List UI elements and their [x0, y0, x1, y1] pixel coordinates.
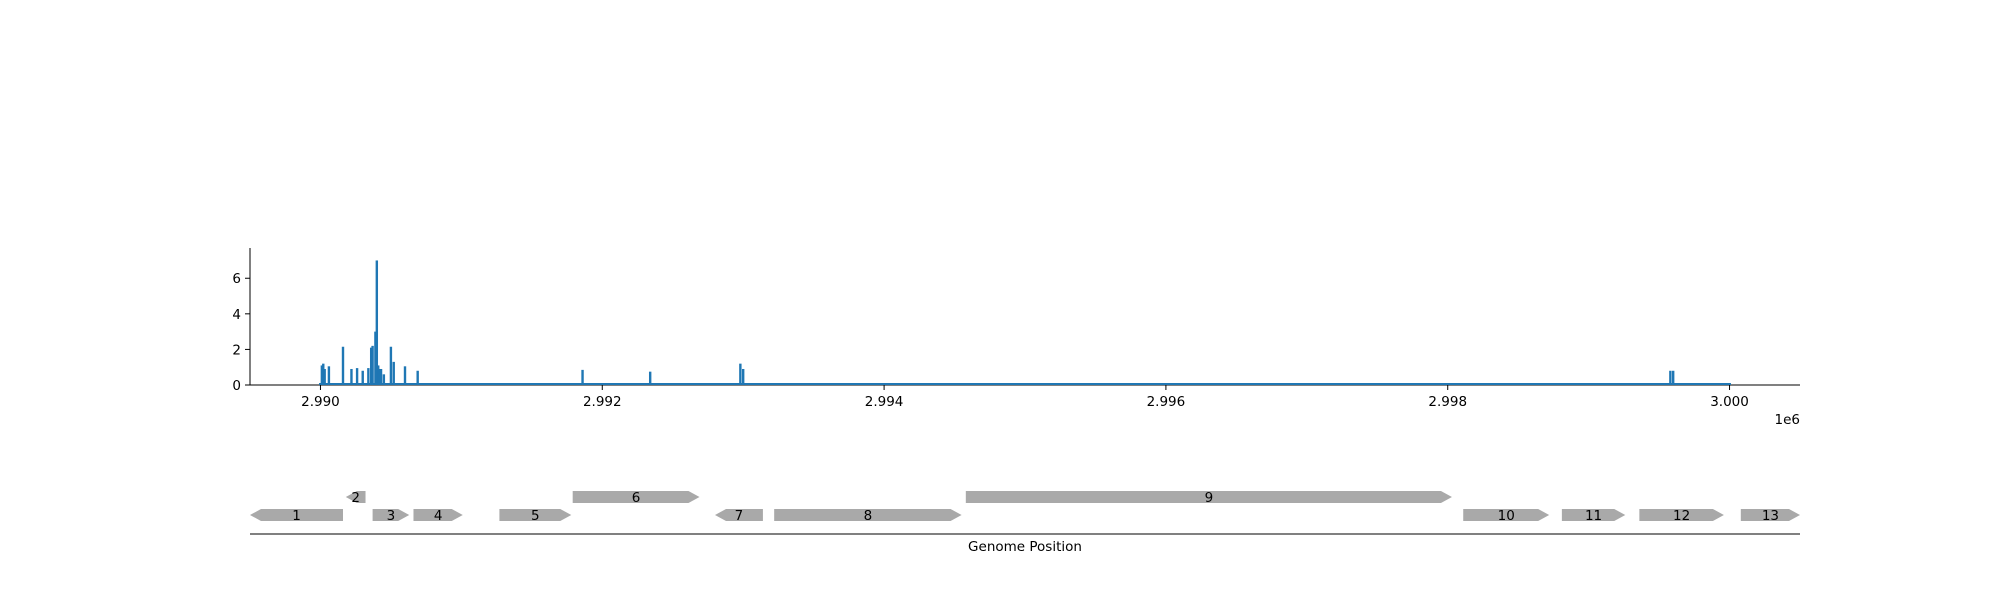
gene-label: 9 — [1205, 490, 1214, 506]
gene-label: 12 — [1673, 508, 1690, 524]
gene-label: 10 — [1498, 508, 1515, 524]
coverage-bar — [581, 369, 584, 385]
gene-label: 13 — [1762, 508, 1779, 524]
gene-arrow — [1740, 509, 1800, 521]
x-axis-title: Genome Position — [968, 539, 1082, 555]
y-tick-label: 4 — [232, 307, 241, 323]
coverage-bar — [322, 363, 325, 385]
gene-label: 2 — [351, 490, 360, 506]
coverage-bar — [374, 331, 377, 385]
coverage-bar — [355, 368, 359, 385]
gene-arrow — [499, 509, 572, 521]
coverage-bar — [389, 346, 393, 385]
x-axis-offset-label: 1e6 — [1775, 412, 1800, 428]
gene-arrow — [774, 509, 962, 521]
gene-label: 6 — [632, 490, 641, 506]
coverage-bar — [371, 345, 374, 385]
x-tick-label: 2.998 — [1428, 394, 1467, 410]
gene-label: 5 — [531, 508, 540, 524]
coverage-bar — [341, 346, 345, 385]
gene-label: 11 — [1585, 508, 1602, 524]
gene-arrow — [572, 491, 700, 503]
gene-arrow — [1463, 509, 1550, 521]
gene-label: 8 — [864, 508, 873, 524]
gene-label: 3 — [387, 508, 396, 524]
coverage-bar — [361, 370, 364, 385]
gene-arrow — [1639, 509, 1724, 521]
coverage-bar — [323, 368, 326, 385]
gene-arrow — [1561, 509, 1626, 521]
y-tick-label: 2 — [232, 342, 241, 358]
gene-label: 1 — [292, 508, 301, 524]
x-tick-label: 2.996 — [1147, 394, 1186, 410]
y-axis-ticks: 0 2 4 6 — [232, 271, 250, 394]
coverage-bar — [403, 366, 407, 385]
coverage-bar — [350, 368, 353, 385]
coverage-bar — [741, 368, 745, 385]
x-tick-label: 2.990 — [301, 394, 340, 410]
y-tick-label: 0 — [232, 378, 241, 394]
coverage-bar — [378, 368, 381, 385]
gene-arrow — [372, 509, 410, 521]
coverage-bar — [1669, 370, 1672, 385]
coverage-bar — [648, 371, 652, 385]
coverage-bar — [375, 260, 379, 385]
x-tick-label: 3.000 — [1710, 394, 1749, 410]
gene-arrow — [413, 509, 463, 521]
coverage-bar — [327, 366, 331, 385]
coverage-bars — [320, 260, 1675, 385]
coverage-bar — [382, 374, 386, 385]
gene-label: 7 — [735, 508, 744, 524]
x-tick-label: 2.994 — [865, 394, 904, 410]
gene-arrow — [965, 491, 1452, 503]
coverage-bar — [369, 347, 373, 385]
gene-arrow — [345, 491, 366, 503]
gene-arrow — [715, 509, 763, 521]
coverage-bar — [1671, 370, 1675, 385]
x-tick-label: 2.992 — [583, 394, 622, 410]
y-tick-label: 6 — [232, 271, 241, 287]
gene-arrow — [250, 509, 343, 521]
coverage-bar-chart: 0 2 4 6 2.990 2.992 2.994 2.996 2.998 3.000 1e6 — [232, 248, 1800, 428]
coverage-bar — [367, 368, 370, 385]
coverage-bar — [416, 370, 419, 385]
x-axis-ticks: 2.990 2.992 2.994 2.996 2.998 3.000 — [301, 385, 1749, 410]
gene-label: 4 — [434, 508, 443, 524]
coverage-bar — [739, 363, 742, 385]
coverage-bar — [392, 361, 395, 385]
coverage-bar — [379, 368, 383, 385]
coverage-bar — [377, 365, 380, 385]
coverage-bar — [320, 365, 324, 385]
